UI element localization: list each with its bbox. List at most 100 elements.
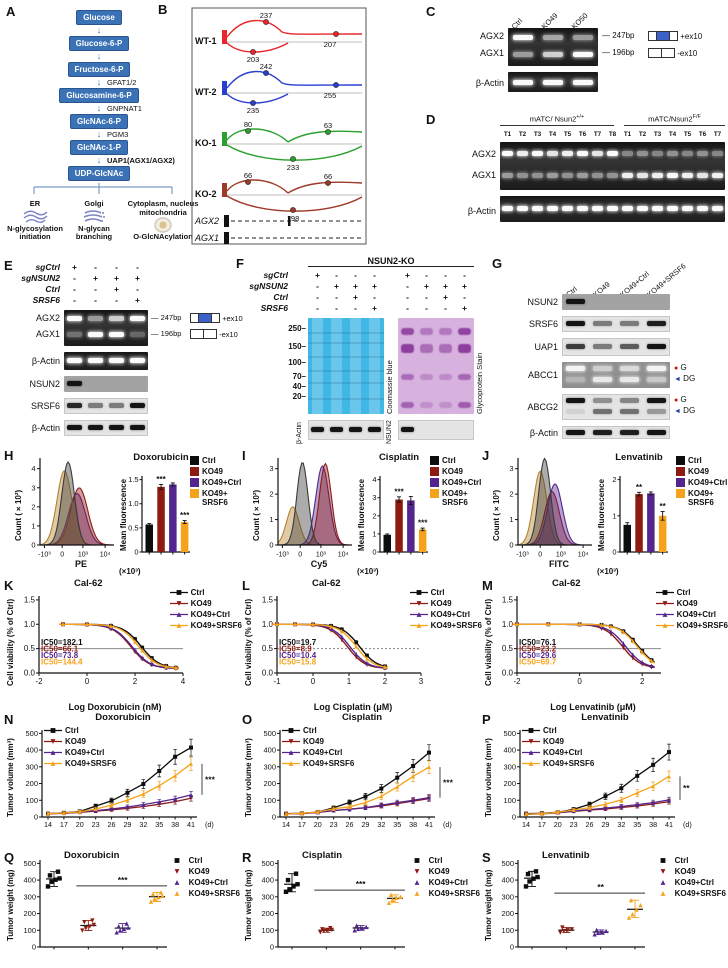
legend-label: Ctrl: [430, 588, 445, 597]
legend-label: KO49+Ctrl: [65, 748, 105, 757]
panel-label-o: O: [242, 712, 253, 727]
legend-label: KO49+SRSF6: [676, 621, 728, 630]
svg-path: [33, 183, 173, 194]
data-point-marker: [558, 930, 563, 935]
data-point-marker: [667, 797, 671, 802]
data-point-marker: [164, 664, 169, 669]
bar-axis-unit: (×10³): [597, 567, 619, 576]
panel-r-cisplatin-tumor-weight: R Cisplatin Tumor weight (mg) 0 100 200 300…: [242, 850, 482, 964]
hbp-pathway-diagram: Glucose ↓ Glucose-6-P ↓ Fructose-6-P ↓ GFAT1/2…: [6, 4, 202, 256]
panel-h-doxorubicin-accumulation: H Count (×10²) 0 1 2 3 4 -10³ 0 10³ 10⁴ PE Doxoru…: [4, 448, 242, 578]
legend-label: KO49+ SRSF6: [202, 489, 228, 507]
data-point-marker: [176, 623, 182, 628]
data-point-marker: [649, 664, 654, 669]
svg-circle: [290, 207, 296, 213]
data-point-marker: [621, 641, 626, 646]
condition-sign: -: [354, 303, 357, 313]
condition-sign: +: [462, 303, 467, 313]
gel-band: [109, 332, 124, 337]
pathway-box: Glucose: [76, 10, 122, 25]
legend: Ctrl KO49 KO49+Ctrl KO49+SRSF6: [282, 726, 354, 770]
data-point-marker: [515, 622, 519, 627]
band-row-label: AGX2: [35, 313, 60, 323]
data-point-marker: [157, 768, 162, 773]
legend-label: KO49+SRSF6: [543, 759, 595, 768]
data-point-marker: [61, 810, 66, 815]
glyco-band: [439, 344, 452, 353]
exon-cell: [657, 32, 670, 40]
svg-text: 1: [372, 529, 376, 538]
bar: [407, 500, 415, 552]
svg-text: 14: [44, 820, 52, 829]
data-point-marker: [50, 761, 56, 766]
gel-band: [712, 173, 723, 178]
svg-text: 500: [261, 859, 274, 868]
panel-label-s: S: [482, 850, 491, 865]
svg-text: 242: [260, 62, 273, 71]
legend-marker: [44, 728, 62, 733]
glyco-band: [401, 344, 414, 353]
data-point-marker: [634, 907, 639, 912]
legend-marker: [414, 891, 420, 896]
group-header: mATC/ Nsun2+/+: [500, 114, 614, 126]
legend-label: Ctrl: [190, 588, 205, 597]
gel-band: [652, 151, 663, 156]
legend-label: KO49: [190, 599, 212, 608]
golgi-icon: [83, 209, 105, 222]
legend-label: KO49: [543, 737, 564, 746]
condition-sign: -: [73, 273, 76, 283]
legend-item: KO49: [408, 867, 480, 876]
branch-row: ER N-glycosylation initiation Golgi N-glyca…: [6, 199, 202, 242]
pcr-gel: [508, 28, 598, 66]
data-point-marker: [619, 804, 624, 809]
condition-sign: +: [443, 281, 448, 291]
svg-text: 198: [287, 214, 300, 223]
blot-strip: [64, 376, 148, 392]
data-point-marker: [363, 924, 369, 930]
data-point-marker: [46, 811, 50, 816]
blot-label: SRSF6: [30, 401, 60, 411]
svg-text: 100: [23, 926, 36, 935]
legend-marker: [174, 891, 180, 896]
data-point-marker: [339, 635, 344, 639]
lane-streak: [350, 318, 361, 414]
svg-text: 4: [31, 464, 35, 473]
svg-text: 100: [263, 796, 276, 805]
agx-gel: [500, 142, 725, 190]
data-point-marker: [50, 739, 56, 744]
svg-text: 0: [134, 548, 138, 557]
condition-name: Ctrl: [45, 284, 60, 294]
gel-line: [308, 398, 384, 400]
condition-sign: +: [315, 270, 320, 280]
svg-text: WT-2: [195, 87, 217, 97]
legend-item: Ctrl: [655, 588, 728, 597]
gel-band: [547, 173, 558, 178]
data-point-marker: [414, 880, 420, 885]
organelle-name: Golgi: [84, 199, 104, 208]
svg-text: 20: [76, 820, 84, 829]
gel-band: [573, 35, 593, 40]
data-point-marker: [414, 869, 420, 874]
gel-band: [592, 206, 603, 211]
gel-band: [712, 206, 723, 211]
data-point-marker: [287, 887, 292, 892]
legend-item: KO49+SRSF6: [44, 759, 116, 768]
svg-text: ***: [118, 875, 129, 885]
svg-text: 1.5: [262, 595, 274, 604]
legend-item: KO49: [522, 737, 594, 746]
bar: [635, 494, 643, 552]
data-point-marker: [592, 932, 597, 937]
exon-legend: +ex10: [190, 313, 243, 323]
svg-text: 0.0: [24, 669, 36, 678]
down-arrow-icon: ↓: [96, 155, 102, 165]
legend-item: KO49: [190, 467, 242, 476]
exon-cell: [670, 32, 677, 40]
lane-streak: [369, 318, 380, 414]
blot-strip: [64, 352, 148, 370]
svg-text: ***: [443, 777, 454, 787]
condition-sign: -: [316, 292, 319, 302]
data-point-marker: [603, 806, 608, 811]
bar: [169, 484, 177, 552]
data-point-marker: [80, 928, 85, 933]
